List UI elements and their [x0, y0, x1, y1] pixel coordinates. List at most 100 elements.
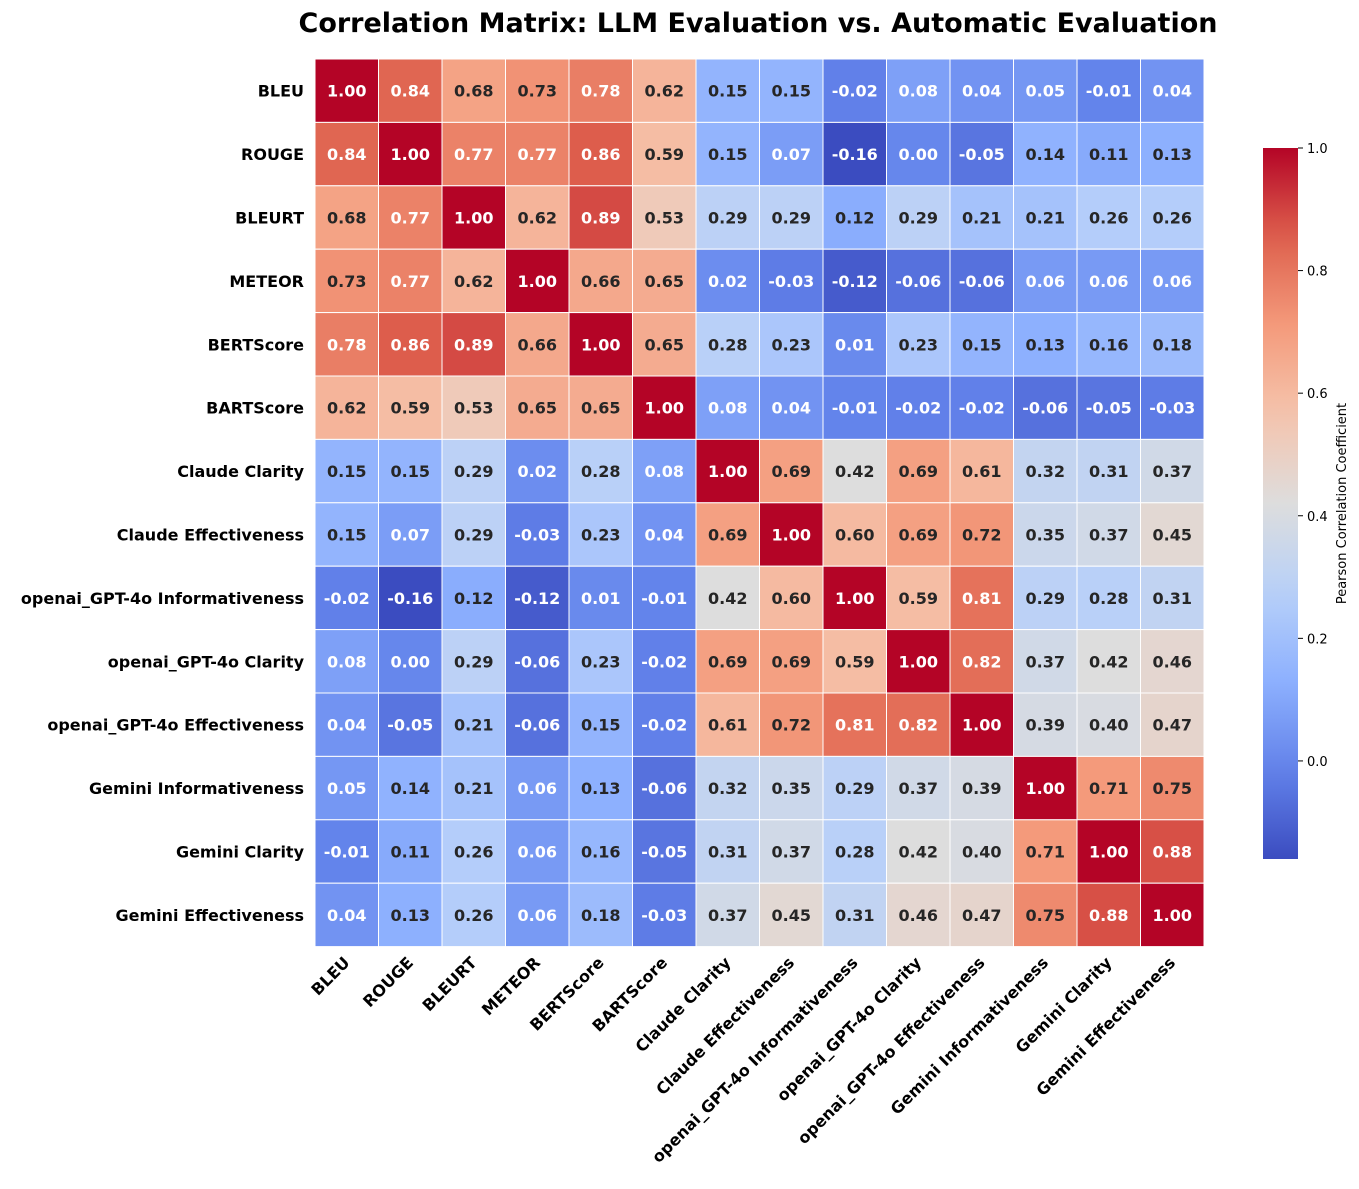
heatmap-cell [695, 565, 760, 631]
heatmap-cell-value: 0.21 [454, 779, 493, 798]
heatmap-cell-value: 0.86 [581, 145, 620, 164]
heatmap-cell-value: 0.45 [772, 906, 811, 925]
heatmap-cell-value: -0.06 [959, 272, 1005, 291]
heatmap-cell-value: 0.08 [645, 462, 684, 481]
heatmap-cell [314, 185, 379, 250]
heatmap-cell-value: 0.21 [454, 716, 493, 735]
heatmap-cell-value: 0.89 [581, 209, 620, 228]
heatmap-cell [1013, 692, 1078, 757]
heatmap-cell [441, 438, 506, 504]
y-axis-tick-label: Claude Effectiveness [117, 526, 304, 545]
heatmap-cell-value: -0.06 [895, 272, 941, 291]
heatmap-cell-value: 0.29 [899, 209, 938, 228]
heatmap-cell-value: 0.68 [454, 82, 493, 101]
y-axis-tick-label: BARTScore [206, 399, 304, 418]
heatmap-cell [1013, 438, 1078, 504]
heatmap-cell-value: 0.69 [899, 526, 938, 545]
heatmap-cell [695, 375, 760, 440]
heatmap-cell [759, 629, 824, 694]
y-axis-tick-label: METEOR [229, 272, 304, 291]
heatmap-cell [1076, 882, 1141, 948]
heatmap-cell-value: 0.04 [1153, 82, 1192, 101]
heatmap-cell [759, 312, 824, 377]
heatmap-cell-value: 0.81 [962, 589, 1001, 608]
heatmap-cell [314, 565, 379, 631]
heatmap-cell-value: 0.08 [327, 652, 366, 671]
heatmap-cell [632, 882, 697, 948]
heatmap-cell-value: 0.65 [645, 272, 684, 291]
heatmap-cell-value: 0.29 [454, 526, 493, 545]
heatmap-cell-value: 0.28 [581, 462, 620, 481]
heatmap-cell [441, 248, 506, 314]
heatmap-cell [759, 692, 824, 757]
colorbar-tick-label: 0.8 [1307, 265, 1328, 280]
heatmap-cell-value: -0.01 [1086, 82, 1132, 101]
heatmap-cell-value: -0.06 [641, 779, 687, 798]
heatmap-cells [314, 58, 1205, 948]
heatmap-cell-value: 0.13 [391, 906, 430, 925]
heatmap-cell-value: 0.02 [708, 272, 747, 291]
heatmap-cell-value: -0.06 [514, 716, 560, 735]
heatmap-cell-value: 0.82 [962, 652, 1001, 671]
heatmap-cell [886, 502, 951, 567]
heatmap-cell [949, 882, 1014, 948]
heatmap-cell [695, 502, 760, 567]
heatmap-cell [1076, 375, 1141, 440]
heatmap-cell-value: 0.88 [1089, 906, 1128, 925]
heatmap-cell [632, 375, 697, 440]
heatmap-cell-value: 0.84 [391, 82, 430, 101]
heatmap-cell-value: 0.28 [708, 335, 747, 354]
y-axis-tick-label: Gemini Clarity [176, 843, 305, 862]
heatmap-cell-value: -0.12 [832, 272, 878, 291]
heatmap-cell [949, 121, 1014, 187]
heatmap-cell [505, 819, 570, 884]
heatmap-cell [1076, 819, 1141, 884]
colorbar-tick-label: 1.0 [1307, 142, 1328, 157]
heatmap-cell [886, 438, 951, 504]
heatmap-cell-value: 0.62 [327, 399, 366, 418]
heatmap-cell [822, 121, 887, 187]
heatmap-cell-value: 0.23 [581, 652, 620, 671]
heatmap-cell-value: 1.00 [1153, 906, 1192, 925]
heatmap-cell [1140, 248, 1205, 314]
heatmap-cell-value: 0.14 [391, 779, 430, 798]
heatmap-cell [1013, 882, 1078, 948]
heatmap-cell [505, 58, 570, 123]
heatmap-cell [1013, 58, 1078, 123]
heatmap-cell [568, 438, 633, 504]
heatmap-cell [568, 248, 633, 314]
heatmap-cell [632, 248, 697, 314]
chart-title: Correlation Matrix: LLM Evaluation vs. A… [299, 8, 1218, 39]
heatmap-cell-value: 1.00 [899, 652, 938, 671]
heatmap-cell [1140, 312, 1205, 377]
y-axis-tick-label: openai_GPT-4o Clarity [108, 652, 305, 671]
heatmap-cell [949, 819, 1014, 884]
heatmap-cell-value: 0.04 [772, 399, 811, 418]
heatmap-cell [695, 819, 760, 884]
heatmap-cell [505, 438, 570, 504]
heatmap-cell-value: 0.59 [391, 399, 430, 418]
heatmap-cell [1140, 882, 1205, 948]
heatmap-cell [505, 502, 570, 567]
heatmap-cell [886, 565, 951, 631]
heatmap-cell-value: 0.11 [1089, 145, 1128, 164]
heatmap-cell-value: 0.46 [899, 906, 938, 925]
y-axis-tick-label: openai_GPT-4o Effectiveness [47, 716, 304, 735]
heatmap-cell-value: -0.03 [514, 526, 560, 545]
heatmap-cell-value: 0.35 [1026, 526, 1065, 545]
y-axis-tick-labels: BLEU ROUGE BLEURT METEOR BERTScore BARTScore C… [21, 82, 305, 925]
colorbar-tick-label: 0.4 [1307, 510, 1328, 525]
heatmap-cell-value: 0.29 [1026, 589, 1065, 608]
heatmap-cell-value: -0.05 [387, 716, 433, 735]
heatmap-cell-value: 0.26 [1153, 209, 1192, 228]
heatmap-cell-value: -0.02 [959, 399, 1005, 418]
heatmap-cell-value: -0.05 [641, 843, 687, 862]
heatmap-cell [1076, 629, 1141, 694]
heatmap-cell [568, 375, 633, 440]
y-axis-tick-label: Gemini Informativeness [89, 779, 304, 798]
heatmap-cell [1013, 185, 1078, 250]
heatmap-cell [822, 565, 887, 631]
heatmap-cell-value: 0.06 [1089, 272, 1128, 291]
colorbar-gradient [1263, 148, 1298, 859]
